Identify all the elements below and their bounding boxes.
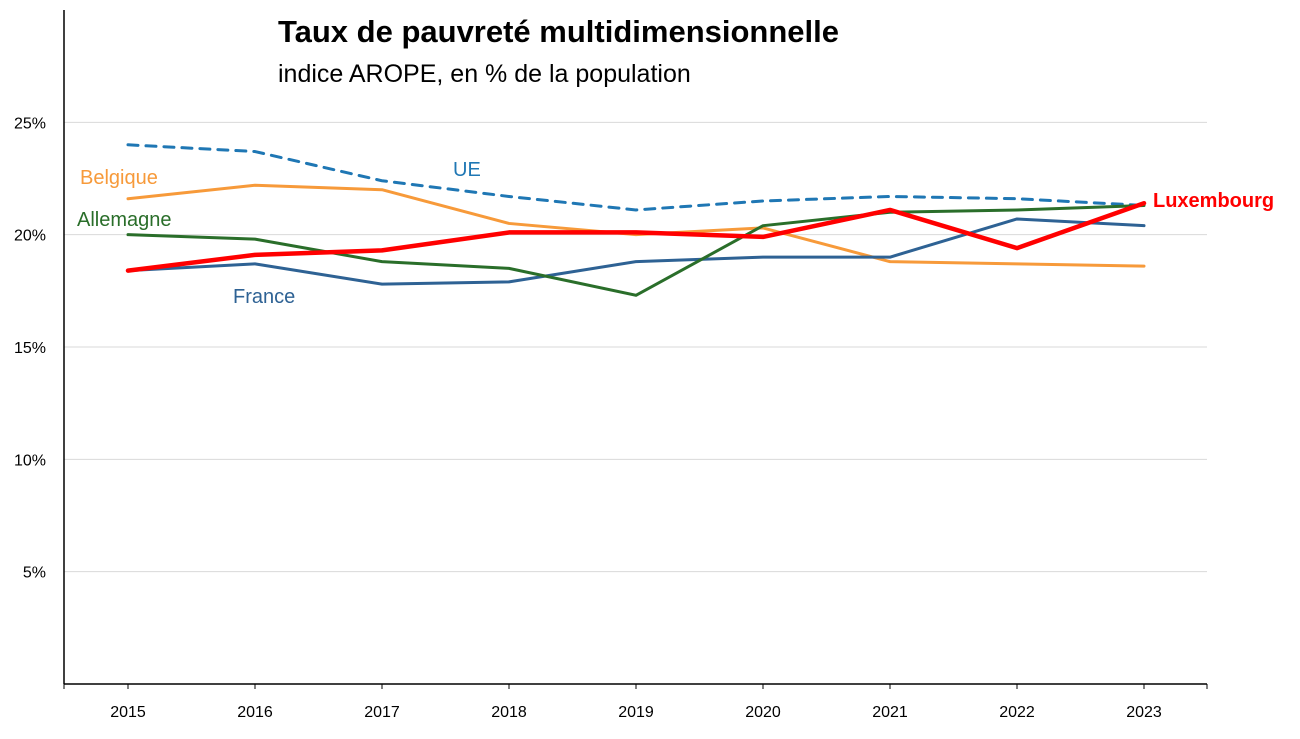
series-line-allemagne [126,203,1146,297]
x-tick-label: 2020 [745,704,781,721]
series-label-belgique: Belgique [80,167,158,189]
x-tick-label: 2017 [364,704,400,721]
y-tick-label: 10% [14,452,46,469]
axes [63,10,1208,689]
x-tick-label: 2021 [872,704,908,721]
y-tick-label: 5% [23,565,46,582]
x-tick-labels: 2015 2016 2017 2018 2019 2020 2021 2022 2023 [110,704,1162,721]
series-label-france: France [233,286,295,308]
chart-subtitle: indice AROPE, en % de la population [278,60,691,88]
series-lines [125,143,1147,297]
x-tick-label: 2018 [491,704,527,721]
x-tick-label: 2022 [999,704,1035,721]
series-label-ue: UE [453,159,481,181]
x-tick-label: 2019 [618,704,654,721]
y-tick-label: 15% [14,340,46,357]
series-labels: UE Belgique France Allemagne Luxembourg [77,159,1274,308]
y-tick-label: 25% [14,115,46,132]
y-tick-labels: 5% 10% 15% 20% 25% [14,115,46,581]
x-tick-label: 2023 [1126,704,1162,721]
chart-title: Taux de pauvreté multidimensionnelle [278,14,839,49]
gridlines [64,121,1207,573]
series-line-luxembourg [125,200,1147,273]
series-label-luxembourg: Luxembourg [1153,190,1274,212]
series-line-ue [126,143,1146,212]
series-line-france [126,217,1146,286]
x-tick-label: 2016 [237,704,273,721]
series-label-allemagne: Allemagne [77,209,172,231]
y-tick-label: 20% [14,228,46,245]
x-tick-label: 2015 [110,704,146,721]
